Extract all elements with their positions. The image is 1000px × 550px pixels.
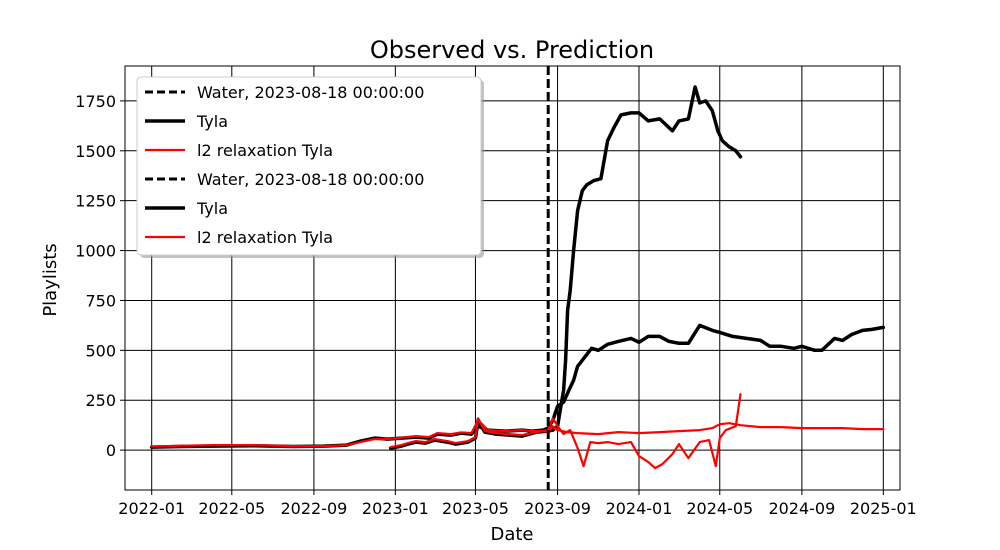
legend-label: Tyla xyxy=(196,112,228,131)
x-tick-label: 2025-01 xyxy=(850,499,917,518)
x-tick-label: 2024-09 xyxy=(768,499,835,518)
series-line xyxy=(149,323,886,449)
y-tick-label: 750 xyxy=(85,291,116,310)
x-tick-label: 2023-09 xyxy=(524,499,591,518)
series-line xyxy=(389,393,742,470)
x-tick-label: 2024-01 xyxy=(606,499,673,518)
legend-label: Water, 2023-08-18 00:00:00 xyxy=(197,170,424,189)
legend: Water, 2023-08-18 00:00:00 Tyla l2 relaxat… xyxy=(136,76,484,258)
series-line xyxy=(150,419,885,448)
y-tick-label: 0 xyxy=(106,441,116,460)
legend-box xyxy=(136,76,482,256)
y-tick-label: 1500 xyxy=(75,142,116,161)
chart-title: Observed vs. Prediction xyxy=(370,36,654,64)
legend-label: Tyla xyxy=(196,199,228,218)
grid xyxy=(125,66,900,490)
x-axis-label: Date xyxy=(490,524,533,545)
x-tick-label: 2024-05 xyxy=(686,499,753,518)
y-axis: 0 250 500 750 1000 1250 1500 1750 xyxy=(75,92,125,460)
y-tick-label: 250 xyxy=(85,391,116,410)
plot-frame xyxy=(124,65,901,491)
x-tick-label: 2022-01 xyxy=(118,499,185,518)
y-tick-label: 1000 xyxy=(75,242,116,261)
y-tick-label: 500 xyxy=(85,341,116,360)
series-layer xyxy=(149,85,886,470)
y-tick-label: 1750 xyxy=(75,92,116,111)
x-tick-label: 2022-09 xyxy=(280,499,347,518)
x-tick-label: 2023-05 xyxy=(442,499,509,518)
legend-label: l2 relaxation Tyla xyxy=(197,141,333,160)
x-tick-label: 2023-01 xyxy=(362,499,429,518)
y-tick-label: 1250 xyxy=(75,192,116,211)
legend-label: Water, 2023-08-18 00:00:00 xyxy=(197,83,424,102)
x-axis: 2022-01 2022-05 2022-09 2023-01 2023-05 2023-… xyxy=(118,490,917,518)
legend-label: l2 relaxation Tyla xyxy=(197,228,333,247)
x-tick-label: 2022-05 xyxy=(198,499,265,518)
y-axis-label: Playlists xyxy=(40,243,61,316)
